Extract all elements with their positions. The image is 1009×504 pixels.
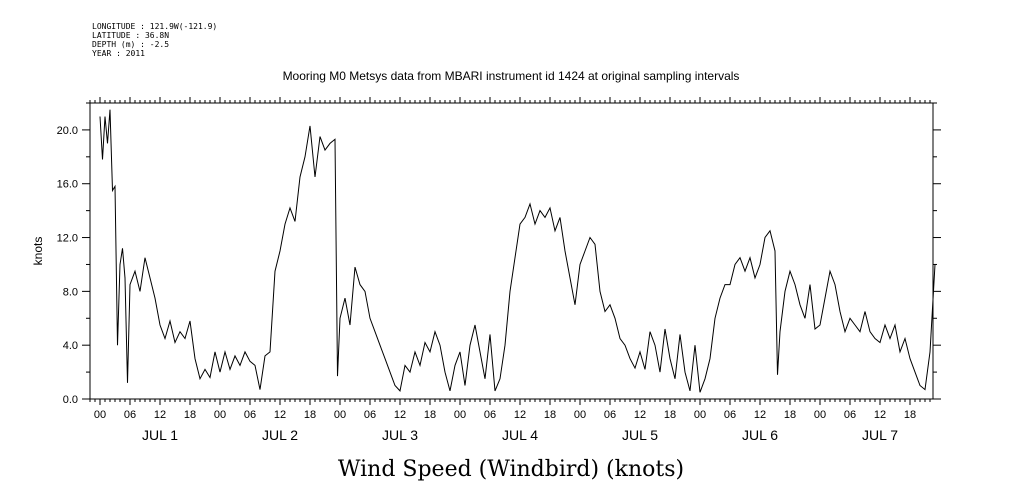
y-tick-label: 4.0 [63,340,78,352]
hour-tick-label: 18 [424,409,436,421]
hour-tick-label: 06 [364,409,376,421]
series-line-wind-speed [99,109,936,393]
day-label: JUL 6 [742,427,778,443]
metadata-block: LONGITUDE : 121.9W(-121.9) LATITUDE : 36… [92,22,217,58]
x-axis-label: Wind Speed (Windbird) (knots) [338,457,684,482]
hour-tick-label: 12 [754,409,766,421]
hour-tick-label: 00 [94,409,106,421]
hour-tick-label: 00 [334,409,346,421]
hour-tick-label: 00 [214,409,226,421]
y-axis-label: knots [31,237,45,266]
hour-tick-labels: 00 06 12 18 00 06 12 18 00 06 12 18 00 06 12 18 00 06 12 18… [94,409,916,421]
chart-title: Mooring M0 Metsys data from MBARI instru… [283,69,740,83]
plot-frame [89,102,934,400]
hour-tick-label: 12 [634,409,646,421]
hour-tick-label: 18 [904,409,916,421]
latitude-label: LATITUDE : 36.8N [92,31,170,40]
hour-tick-label: 00 [574,409,586,421]
y-tick-label: 0.0 [63,394,78,406]
hour-tick-label: 18 [304,409,316,421]
hour-tick-label: 12 [154,409,166,421]
longitude-label: LONGITUDE : 121.9W(-121.9) [92,22,218,31]
day-label: JUL 5 [622,427,658,443]
y-tick-label: 16.0 [57,179,78,191]
depth-label: DEPTH (m) : -2.5 [92,40,170,49]
hour-tick-label: 06 [604,409,616,421]
hour-tick-label: 18 [664,409,676,421]
axis-ticks [82,97,941,405]
hour-tick-label: 12 [514,409,526,421]
hour-tick-label: 06 [844,409,856,421]
y-tick-label: 8.0 [63,286,78,298]
hour-tick-label: 12 [274,409,286,421]
hour-tick-label: 00 [694,409,706,421]
year-label: YEAR : 2011 [92,49,145,58]
hour-tick-label: 00 [814,409,826,421]
hour-tick-label: 06 [484,409,496,421]
day-labels: JUL 1 JUL 2 JUL 3 JUL 4 JUL 5 JUL 6 JUL 7 [142,427,898,443]
hour-tick-label: 18 [544,409,556,421]
hour-tick-label: 12 [874,409,886,421]
day-label: JUL 4 [502,427,538,443]
hour-tick-label: 00 [454,409,466,421]
day-label: JUL 1 [142,427,178,443]
day-label: JUL 3 [382,427,418,443]
hour-tick-label: 12 [394,409,406,421]
y-tick-label: 12.0 [57,233,78,245]
hour-tick-label: 06 [244,409,256,421]
day-label: JUL 2 [262,427,298,443]
y-tick-label: 20.0 [57,125,78,137]
hour-tick-label: 18 [184,409,196,421]
y-tick-labels: 0.0 4.0 8.0 12.0 16.0 20.0 [57,125,78,406]
hour-tick-label: 18 [784,409,796,421]
day-label: JUL 7 [862,427,898,443]
hour-tick-label: 06 [124,409,136,421]
hour-tick-label: 06 [724,409,736,421]
